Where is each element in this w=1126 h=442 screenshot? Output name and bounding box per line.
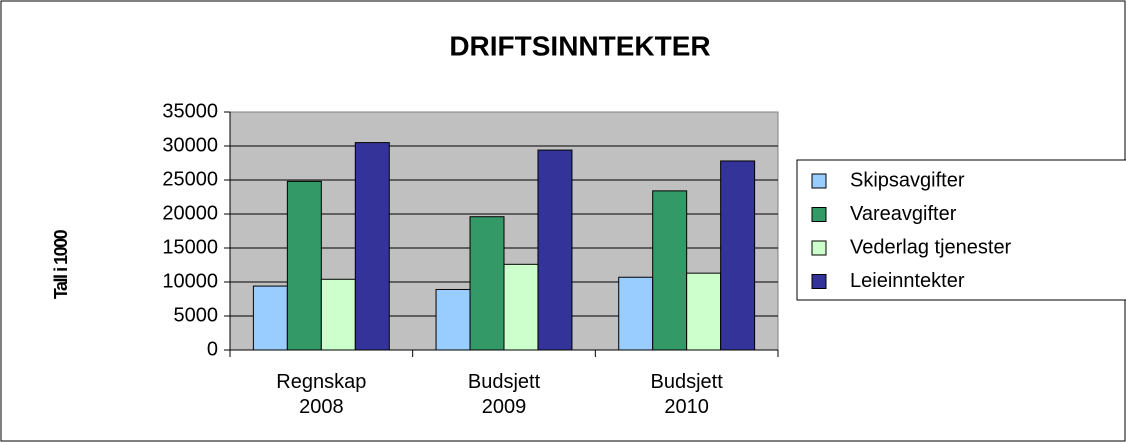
y-tick-label: 10000 bbox=[162, 270, 218, 292]
x-tick-label-box: Budsjett 2010 bbox=[650, 371, 723, 418]
bar bbox=[618, 276, 654, 351]
x-tick-label: Budsjett 2010 bbox=[650, 371, 723, 418]
legend-label: Skipsavgifter bbox=[850, 169, 965, 191]
x-tick-label: Regnskap 2008 bbox=[276, 371, 367, 418]
legend-swatch bbox=[811, 274, 827, 289]
x-tick-label-box: Regnskap 2008 bbox=[276, 371, 367, 418]
y-tick-label: 30000 bbox=[162, 134, 218, 156]
chart-title: DRIFTSINNTEKTER bbox=[449, 30, 710, 61]
bar bbox=[720, 160, 756, 351]
bar bbox=[252, 285, 288, 351]
y-tick-label: 0 bbox=[207, 338, 218, 360]
legend-label: Leieinntekter bbox=[850, 270, 965, 292]
legend-label: Vederlag tjenester bbox=[850, 236, 1012, 258]
y-tick-label: 15000 bbox=[162, 236, 218, 258]
y-tick-label: 5000 bbox=[174, 304, 219, 326]
x-tick-label: Budsjett 2009 bbox=[467, 371, 541, 418]
bar bbox=[354, 142, 390, 351]
bar bbox=[435, 288, 471, 351]
bar bbox=[469, 216, 505, 351]
legend-swatch bbox=[811, 173, 827, 189]
legend-swatch bbox=[811, 240, 827, 256]
bar bbox=[652, 190, 688, 351]
bar bbox=[286, 180, 322, 351]
legend-swatch bbox=[811, 207, 827, 222]
y-tick-label: 25000 bbox=[162, 168, 218, 190]
bar bbox=[503, 263, 539, 351]
bar bbox=[320, 278, 356, 351]
y-axis-label: Tall i 1000 bbox=[51, 229, 71, 299]
legend-label: Vareavgifter bbox=[850, 203, 957, 225]
y-tick-label: 20000 bbox=[162, 202, 218, 224]
bar bbox=[537, 149, 573, 351]
legend-box bbox=[796, 159, 1126, 301]
bar bbox=[686, 272, 722, 351]
y-tick-label: 35000 bbox=[162, 100, 218, 122]
x-tick-label-box: Budsjett 2009 bbox=[467, 371, 541, 418]
